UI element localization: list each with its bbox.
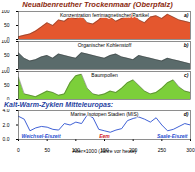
svg-text:d): d) (184, 111, 189, 117)
svg-text:Marine Isotopen Stadien (MIS): Marine Isotopen Stadien (MIS) (71, 111, 139, 117)
html-text:Kalt-Warm-Zyklen Mitteleuropas: Kalt-Warm-Zyklen Mitteleuropas: (4, 101, 114, 108)
svg-text:0.0: 0.0 (3, 136, 10, 142)
svg-text:50: 50 (4, 82, 10, 88)
html-text:Neualbenreuther Trockenmaar (O: Neualbenreuther Trockenmaar (Oberpfalz) (22, 0, 173, 9)
svg-text:a): a) (184, 12, 189, 18)
svg-text:Konzentration ferrimagnetische: Konzentration ferrimagnetischer Partikel (60, 12, 149, 18)
svg-text:50: 50 (44, 147, 50, 153)
svg-text:300: 300 (186, 147, 195, 153)
svg-text:Alter×1000 (Jahre vor heute): Alter×1000 (Jahre vor heute) (73, 148, 137, 154)
svg-text:Eem: Eem (99, 133, 110, 139)
svg-text:50: 50 (4, 52, 10, 58)
svg-text:Baumpollen: Baumpollen (91, 72, 118, 78)
svg-text:0: 0 (7, 96, 10, 100)
svg-text:250: 250 (158, 147, 167, 153)
svg-text:50: 50 (4, 22, 10, 28)
svg-text:100: 100 (1, 40, 10, 44)
svg-text:0: 0 (17, 147, 20, 153)
svg-text:100: 100 (1, 70, 10, 74)
svg-text:b): b) (184, 42, 189, 48)
svg-text:100: 100 (1, 10, 10, 14)
svg-text:Weichsel-Eiszeit: Weichsel-Eiszeit (22, 133, 61, 139)
svg-text:2.0: 2.0 (3, 122, 10, 128)
svg-text:c): c) (184, 72, 189, 78)
svg-text:Saale-Eiszeit: Saale-Eiszeit (157, 133, 188, 139)
svg-text:Organischer Kohlenstoff: Organischer Kohlenstoff (78, 42, 132, 48)
svg-text:4.0: 4.0 (3, 109, 10, 113)
